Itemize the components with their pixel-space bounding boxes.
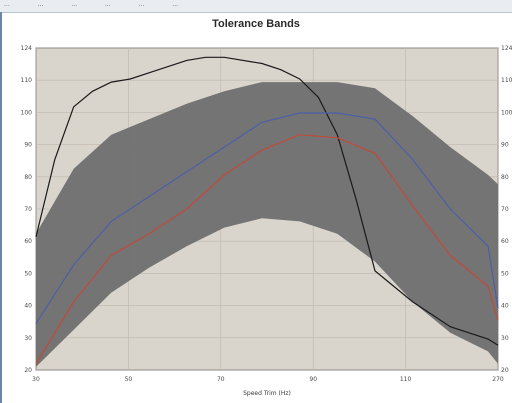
x-tick-label: 270 [492,376,504,383]
header-cell: ... [172,1,179,8]
right-y-tick-label: 20 [501,367,509,374]
black-curve [35,56,499,346]
x-tick-label: 30 [32,376,40,383]
right-y-tick-label: 70 [501,206,509,213]
window-left-border [0,12,2,403]
header-cell: ... [104,1,111,8]
right-y-tick-label: 30 [501,335,509,342]
header-cell: ... [4,1,10,8]
y-tick-label: 50 [24,270,32,277]
right-y-tick-label: 50 [501,270,509,277]
right-y-tick-label: 100 [501,109,512,116]
y-tick-label: 80 [24,174,32,181]
right-y-tick-label: 124 [501,45,512,52]
y-tick-label: 110 [21,77,33,84]
y-tick-label: 40 [24,303,32,310]
x-tick-label: 70 [217,376,225,383]
header-cell: ... [37,1,44,8]
y-tick-label: 124 [21,45,33,52]
chart-title: Tolerance Bands [212,18,300,30]
header-cell: ... [71,1,78,8]
x-tick-label: 110 [400,376,412,383]
tolerance-band [36,82,498,367]
header-cell: ... [138,1,145,8]
right-y-tick-label: 90 [501,142,509,149]
header-cells: ... ... ... ... ... ... [4,1,204,8]
y-tick-label: 20 [24,367,32,374]
blue-curve [35,112,499,324]
y-tick-label: 30 [24,335,32,342]
x-tick-label: 90 [309,376,317,383]
red-curve [35,134,499,365]
y-tick-label: 90 [24,142,32,149]
x-axis-label: Speed Trim (Hz) [243,390,291,397]
right-y-tick-label: 60 [501,238,509,245]
right-y-tick-label: 40 [501,303,509,310]
x-tick-label: 50 [125,376,133,383]
y-tick-label: 100 [21,109,33,116]
right-y-tick-label: 80 [501,174,509,181]
y-tick-label: 70 [24,206,32,213]
y-tick-label: 60 [24,238,32,245]
right-y-tick-label: 110 [501,77,512,84]
window-header-strip: ... ... ... ... ... ... [0,0,512,13]
